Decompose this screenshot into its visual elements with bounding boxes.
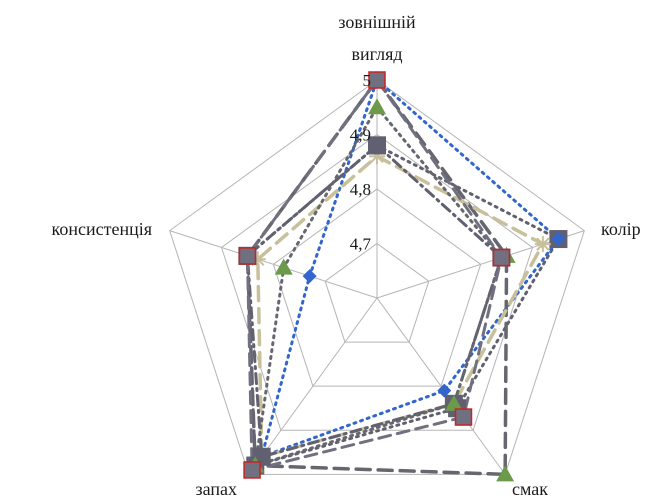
series-line-4 [245, 143, 503, 459]
axis-label-0-line-0: зовнішній [338, 12, 416, 32]
tick-label-3: 5 [363, 71, 372, 90]
series-6-point-4 [238, 247, 257, 265]
radar-labels: 4,7 4,8 4,9 5 зовнішній вигляд колір смак запах к… [52, 12, 641, 498]
series-5-point-4 [274, 258, 293, 275]
axis-label-0: зовнішній вигляд [338, 12, 416, 64]
radar-markers [238, 71, 568, 482]
series-2-point-2 [496, 465, 515, 482]
series-line-3 [256, 154, 545, 459]
grid-spoke-3 [248, 297, 378, 475]
radar-series [245, 78, 560, 477]
series-6-point-3 [243, 461, 261, 479]
series-3-point-1 [534, 236, 551, 253]
axis-label-0-line-1: вигляд [351, 44, 402, 64]
tick-label-2: 4,9 [350, 126, 371, 145]
series-line-6 [245, 78, 503, 472]
series-4-point-0 [368, 136, 386, 155]
series-5-point-2 [444, 394, 463, 411]
grid-ring-1 [272, 188, 482, 387]
grid-ring-3 [169, 79, 585, 475]
tick-label-1: 4,8 [350, 180, 371, 199]
grid-ring-0 [324, 242, 430, 343]
series-1-point-4 [302, 269, 317, 284]
series-1-point-2 [437, 383, 452, 398]
axis-label-3: запах [196, 479, 237, 498]
series-line-5 [253, 105, 503, 468]
grid-spoke-2 [376, 297, 506, 475]
series-1-point-1 [551, 232, 566, 247]
series-line-1 [260, 78, 560, 459]
axis-label-2: смак [512, 479, 548, 498]
tick-label-0: 4,7 [350, 235, 372, 254]
series-6-point-2 [454, 408, 473, 426]
series-5-point-0 [368, 98, 386, 115]
axis-label-4: консистенція [52, 219, 152, 239]
axis-label-1: колір [601, 219, 641, 239]
grid-spoke-4 [169, 230, 378, 299]
series-6-point-1 [492, 248, 511, 267]
series-3-point-1-ray-3 [536, 237, 550, 251]
series-6-point-0 [368, 71, 386, 89]
